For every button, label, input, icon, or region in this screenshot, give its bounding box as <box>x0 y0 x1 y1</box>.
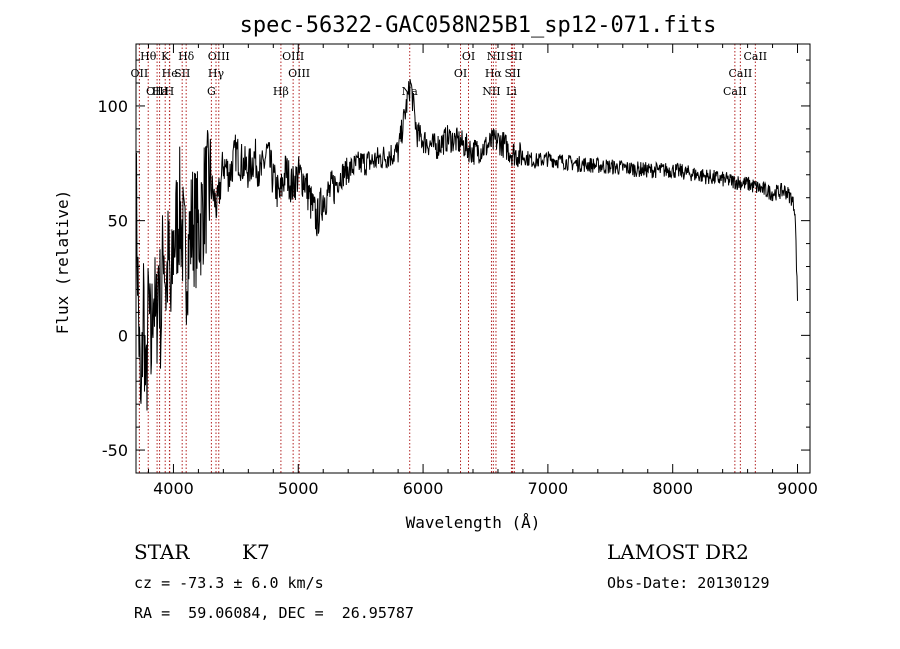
x-tick-label-3: 7000 <box>528 479 569 498</box>
object-type: STAR <box>134 540 190 564</box>
redshift-cz: cz = -73.3 ± 6.0 km/s <box>134 574 324 592</box>
chart-title: spec-56322-GAC058N25B1_sp12-071.fits <box>240 13 717 38</box>
y-axis-ticks: -50 0 50 100 <box>97 59 810 474</box>
x-axis-label: Wavelength (Å) <box>406 513 541 532</box>
marker-label-0: Hθ <box>140 50 157 63</box>
marker-label-3: K <box>161 50 170 63</box>
marker-label-13: OIII <box>282 50 304 63</box>
x-axis-ticks: 4000 5000 6000 7000 8000 9000 <box>147 44 818 498</box>
plot-frame <box>135 43 811 474</box>
marker-label-26: CaII <box>723 85 747 98</box>
marker-label-9: OIII <box>208 50 230 63</box>
marker-label-25: CaII <box>729 67 753 80</box>
x-tick-label-2: 6000 <box>403 479 444 498</box>
y-tick-label-2: 50 <box>108 212 128 231</box>
marker-label-8: SII <box>174 67 190 80</box>
x-tick-label-5: 9000 <box>777 479 818 498</box>
marker-label-4: Hε <box>152 85 168 98</box>
y-tick-label-0: -50 <box>102 441 128 460</box>
marker-label-19: Hα <box>485 67 503 80</box>
marker-label-10: Hγ <box>208 67 225 80</box>
marker-label-1: OII <box>131 67 149 80</box>
marker-label-22: SII <box>504 67 520 80</box>
survey-name: LAMOST DR2 <box>607 540 749 564</box>
marker-label-24: CaII <box>743 50 767 63</box>
marker-label-18: NII <box>487 50 505 63</box>
y-tick-label-1: 0 <box>118 326 128 345</box>
marker-label-21: SII <box>506 50 522 63</box>
spectrum-series <box>135 79 798 411</box>
x-tick-label-1: 5000 <box>278 479 319 498</box>
marker-label-20: NII <box>482 85 500 98</box>
marker-label-12: Hβ <box>273 85 289 98</box>
marker-label-16: OI <box>462 50 475 63</box>
x-tick-label-4: 8000 <box>652 479 693 498</box>
object-subclass: K7 <box>242 540 270 564</box>
marker-label-6: H <box>165 85 175 98</box>
marker-label-23: Li <box>506 85 517 98</box>
marker-label-11: G <box>207 85 216 98</box>
marker-label-2: OIII <box>146 85 168 98</box>
y-axis-label: Flux (relative) <box>53 190 72 335</box>
coordinates: RA = 59.06084, DEC = 26.95787 <box>134 604 414 622</box>
marker-label-7: Hδ <box>178 50 195 63</box>
marker-label-17: OI <box>454 67 467 80</box>
y-tick-label-3: 100 <box>97 97 128 116</box>
x-tick-label-0: 4000 <box>153 479 194 498</box>
spectrum-line <box>135 79 798 411</box>
observation-date: Obs-Date: 20130129 <box>607 574 770 592</box>
marker-label-14: OIII <box>288 67 310 80</box>
